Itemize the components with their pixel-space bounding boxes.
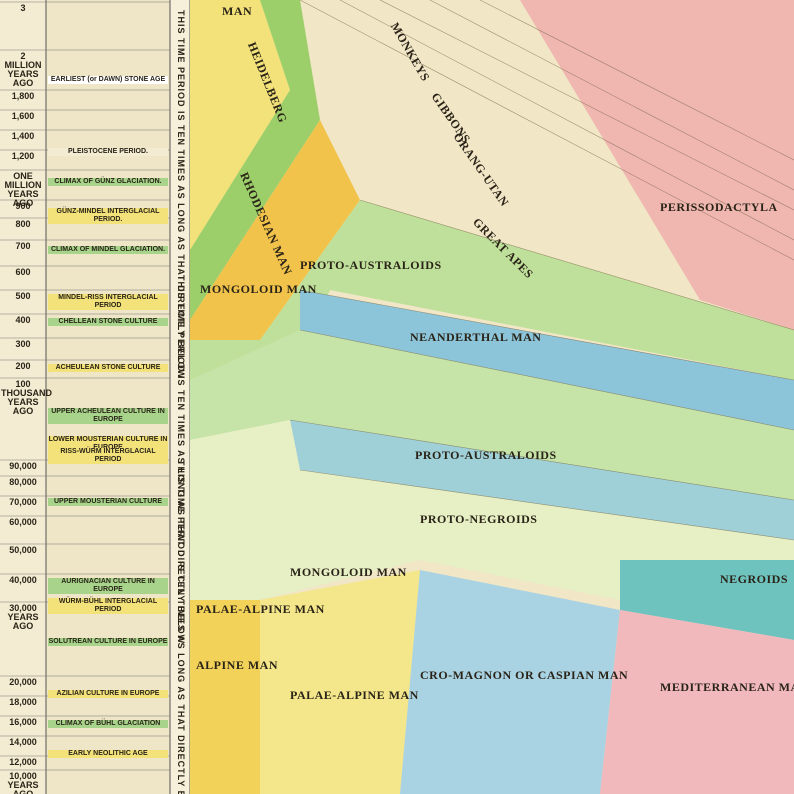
- time-label: ONE MILLION YEARS AGO: [4, 171, 42, 208]
- band-label: ALPINE MAN: [196, 658, 278, 672]
- cro-magnon-region: [400, 570, 620, 794]
- proto-australoid-band: [190, 330, 794, 500]
- time-label: 30,000 YEARS AGO: [7, 603, 39, 631]
- time-label: 50,000: [9, 545, 37, 555]
- diagonal-lines: [289, 0, 794, 541]
- band-label: MEDITERRANEAN MAN: [660, 680, 794, 694]
- period-label: CLIMAX OF MINDEL GLACIATION.: [48, 246, 168, 254]
- period-label: EARLIEST (or DAWN) STONE AGE: [48, 76, 168, 84]
- time-label: 3: [20, 3, 26, 13]
- mediterranean-region: [600, 610, 794, 794]
- period-label: CHELLEAN STONE CULTURE: [48, 318, 168, 326]
- band-label: CRO-MAGNON OR CASPIAN MAN: [420, 668, 629, 682]
- time-label: 1,200: [11, 151, 35, 161]
- time-label: 800: [15, 219, 31, 229]
- alpine-region: [190, 600, 260, 794]
- time-label: 300: [15, 339, 31, 349]
- band-label: MAN: [222, 4, 253, 18]
- time-label: 70,000: [9, 497, 37, 507]
- period-label: WÜRM-BÜHL INTERGLACIAL PERIOD: [48, 598, 168, 614]
- band-label: PERISSODACTYLA: [660, 200, 778, 214]
- time-label: 1,800: [11, 91, 35, 101]
- rhodesian-region: [190, 0, 320, 320]
- band-label: PROTO-AUSTRALOIDS: [300, 258, 442, 272]
- band-label: MONGOLOID MAN: [200, 282, 317, 296]
- time-label: 1,600: [11, 111, 35, 121]
- time-label: 18,000: [9, 697, 37, 707]
- time-label: 700: [15, 241, 31, 251]
- period-label: GÜNZ-MINDEL INTERGLACIAL PERIOD.: [48, 208, 168, 224]
- mongoloid-region: [190, 120, 360, 340]
- period-column: [46, 0, 170, 794]
- time-label: 100 THOUSAND YEARS AGO: [1, 379, 52, 416]
- time-label: 14,000: [9, 737, 37, 747]
- period-label: MINDEL-RISS INTERGLACIAL PERIOD: [48, 294, 168, 310]
- time-label: 600: [15, 267, 31, 277]
- band-label: PALAE-ALPINE MAN: [196, 602, 325, 616]
- time-label: 60,000: [9, 517, 37, 527]
- time-label: 2 MILLION YEARS AGO: [4, 51, 42, 88]
- time-label: 10,000 YEARS AGO: [7, 771, 39, 794]
- period-label: SOLUTREAN CULTURE IN EUROPE: [48, 638, 168, 646]
- time-label: 12,000: [9, 757, 37, 767]
- band-label: PALAE-ALPINE MAN: [290, 688, 419, 702]
- band-label: NEGROIDS: [720, 572, 789, 586]
- period-label: RISS-WÜRM INTERGLACIAL PERIOD: [48, 448, 168, 464]
- period-label: ACHEULEAN STONE CULTURE: [48, 364, 168, 372]
- band-label: PROTO-AUSTRALOIDS: [415, 448, 557, 462]
- time-label: 1,400: [11, 131, 35, 141]
- band-label: PROTO-NEGROIDS: [420, 512, 538, 526]
- time-label: 400: [15, 315, 31, 325]
- heidelberg-region: [190, 0, 290, 250]
- palae-alpine-region: [260, 570, 420, 794]
- time-label: 20,000: [9, 677, 37, 687]
- period-label: AURIGNACIAN CULTURE IN EUROPE: [48, 578, 168, 594]
- band-label: MONGOLOID MAN: [290, 565, 407, 579]
- period-label: CLIMAX OF GÜNZ GLACIATION.: [48, 178, 168, 186]
- period-label: PLEISTOCENE PERIOD.: [48, 148, 168, 156]
- time-label: 500: [15, 291, 31, 301]
- time-label: 40,000: [9, 575, 37, 585]
- time-label: 900: [15, 201, 31, 211]
- green-region: [190, 200, 794, 380]
- period-label: AZILIAN CULTURE IN EUROPE: [48, 690, 168, 698]
- period-label: UPPER MOUSTERIAN CULTURE: [48, 498, 168, 506]
- period-label: EARLY NEOLITHIC AGE: [48, 750, 168, 758]
- period-label: UPPER ACHEULEAN CULTURE IN EUROPE: [48, 408, 168, 424]
- time-label: 200: [15, 361, 31, 371]
- neanderthal-band: [300, 290, 794, 430]
- time-label: 90,000: [9, 461, 37, 471]
- time-label: 16,000: [9, 717, 37, 727]
- period-label: CLIMAX OF BÜHL GLACIATION: [48, 720, 168, 728]
- side-strip: [170, 0, 190, 794]
- negroid-band: [620, 560, 794, 640]
- time-column: [0, 0, 46, 794]
- side-note: THIS TIME PERIOD IS TEN TIMES AS LONG AS…: [176, 460, 186, 794]
- band-label: NEANDERTHAL MAN: [410, 330, 542, 344]
- proto-negroid-band: [290, 420, 794, 540]
- time-label: 80,000: [9, 477, 37, 487]
